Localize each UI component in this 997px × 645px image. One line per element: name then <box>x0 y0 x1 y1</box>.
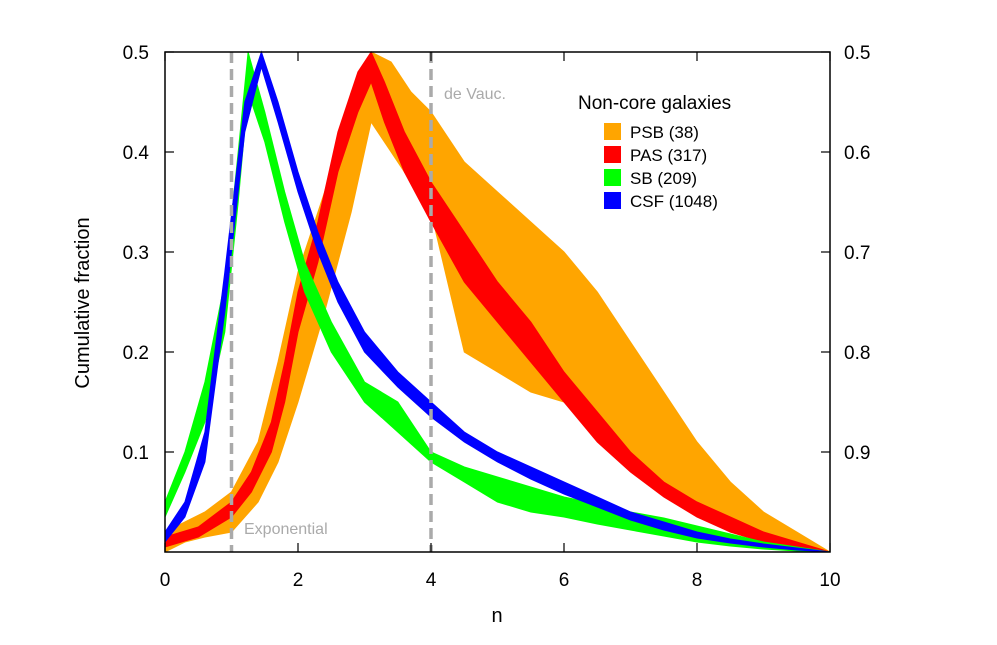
legend-label-sb: SB (209) <box>630 169 697 188</box>
x-tick-label: 8 <box>692 570 703 591</box>
legend: Non-core galaxies PSB (38) PAS (317) SB (2… <box>578 93 731 211</box>
x-tick-label: 0 <box>160 570 171 591</box>
legend-swatch-sb <box>604 169 621 186</box>
x-tick-label: 10 <box>819 570 840 591</box>
y-tick-label: 0.5 <box>123 43 149 64</box>
series-band-csf <box>164 50 831 553</box>
y-tick-label: 0.2 <box>123 343 149 364</box>
legend-swatch-csf <box>604 192 621 209</box>
y-tick-label: 0.1 <box>123 443 149 464</box>
y2-tick-label: 0.7 <box>844 243 870 264</box>
legend-label-pas: PAS (317) <box>630 146 707 165</box>
x-tick-label: 2 <box>293 570 304 591</box>
legend-label-psb: PSB (38) <box>630 123 699 142</box>
y-axis-right: 0.9 0.8 0.7 0.6 0.5 <box>821 43 870 464</box>
x-axis-title: n <box>491 605 502 627</box>
legend-title: Non-core galaxies <box>578 93 731 114</box>
x-tick-label: 6 <box>559 570 570 591</box>
x-axis: 0 2 4 6 8 10 <box>160 52 841 591</box>
refline-label-exponential: Exponential <box>244 521 328 538</box>
y2-tick-label: 0.9 <box>844 443 870 464</box>
y2-tick-label: 0.8 <box>844 343 870 364</box>
series-layer <box>164 50 831 553</box>
y-tick-label: 0.4 <box>123 143 150 164</box>
y-tick-label: 0.3 <box>123 243 149 264</box>
y-axis-title: Cumulative fraction <box>72 217 94 388</box>
legend-label-csf: CSF (1048) <box>630 192 718 211</box>
x-tick-label: 4 <box>426 570 437 591</box>
legend-swatch-psb <box>604 123 621 140</box>
y2-tick-label: 0.6 <box>844 143 870 164</box>
legend-swatch-pas <box>604 146 621 163</box>
y-axis-left: 0.1 0.2 0.3 0.4 0.5 <box>123 43 174 464</box>
y2-tick-label: 0.5 <box>844 43 870 64</box>
plot-frame <box>164 51 831 553</box>
reference-lines <box>229 52 433 552</box>
refline-label-de-vauc: de Vauc. <box>444 86 506 103</box>
